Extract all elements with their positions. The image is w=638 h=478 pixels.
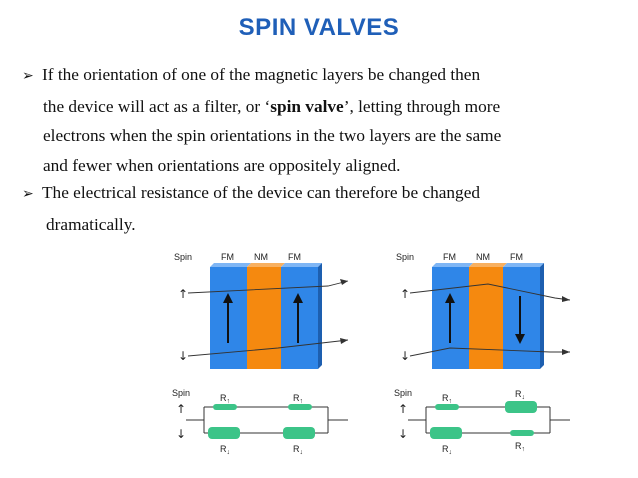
text-line-2: dramatically. [46, 214, 136, 234]
spin-up-arrow: ↑ [398, 402, 408, 416]
fm-layer-side [540, 263, 544, 369]
text-line: If the orientation of one of the magneti… [42, 65, 481, 84]
resistor-large [283, 427, 315, 439]
spin-valve-antiparallel-diagram: Spin FM NM FM ↑ ↓ [396, 252, 571, 369]
r-text: R [515, 389, 522, 399]
r-subscript: ↑ [522, 446, 526, 453]
resistor-label: R↑ [442, 393, 452, 405]
r-text: R [442, 444, 449, 454]
text-line-4: and fewer when orientations are opposite… [43, 155, 401, 175]
fm-layer-2 [503, 267, 540, 369]
resistor-label: R↑ [220, 393, 230, 405]
up-arrowhead [293, 293, 303, 303]
resistor-small [510, 430, 534, 436]
up-arrowhead [223, 293, 233, 303]
spin-down-arrow: ↓ [400, 349, 410, 363]
up-arrowhead [445, 293, 455, 303]
nm-label: NM [476, 252, 490, 262]
slide-title: SPIN VALVES [238, 14, 400, 41]
nm-layer [247, 267, 281, 369]
resistor-network-parallel: Spin ↑ ↓ R↑ R↑ R↓ R↓ [172, 388, 348, 456]
nm-label: NM [254, 252, 268, 262]
fm-layer-top [432, 263, 473, 267]
r-text: R [293, 393, 300, 403]
resistor-network-antiparallel: Spin ↑ ↓ R↑ R↓ R↓ R↑ [394, 388, 570, 456]
bullet-line: ➢ The electrical resistance of the device… [22, 178, 622, 210]
resistor-small [213, 404, 237, 410]
path-arrowhead [340, 338, 348, 344]
resistor-large [505, 401, 537, 413]
path-arrowhead [562, 296, 570, 302]
down-arrowhead [515, 334, 525, 344]
resistor-label: R↓ [442, 444, 452, 456]
spin-label: Spin [394, 388, 412, 398]
resistor-label: R↓ [515, 389, 525, 401]
path-arrowhead [562, 349, 570, 355]
resistor-large [430, 427, 462, 439]
spin-label: Spin [172, 388, 190, 398]
resistor-small [288, 404, 312, 410]
text-line: The electrical resistance of the device … [42, 183, 481, 202]
resistor-small [435, 404, 459, 410]
fm-layer-side [318, 263, 322, 369]
spin-up-arrow: ↑ [400, 287, 410, 301]
spin-valve-parallel-diagram: Spin FM NM FM ↑ ↓ [174, 252, 349, 369]
spin-label: Spin [396, 252, 414, 262]
spin-down-arrow: ↓ [178, 349, 188, 363]
nm-layer [469, 267, 503, 369]
resistor-label: R↓ [220, 444, 230, 456]
electron-path-down [187, 339, 349, 357]
fm-layer-top [281, 263, 322, 267]
spin-up-arrow: ↑ [178, 287, 188, 301]
r-subscript: ↑ [449, 398, 453, 405]
fm-layer-2 [281, 267, 318, 369]
spin-down-arrow: ↓ [398, 427, 408, 441]
fm-label-right: FM [510, 252, 523, 262]
path-arrowhead [340, 279, 348, 285]
nm-layer-top [469, 263, 507, 267]
spin-down-arrow: ↓ [176, 427, 186, 441]
electron-path-down [409, 347, 570, 357]
bullet-line: ➢ If the orientation of one of the magnet… [22, 60, 622, 92]
r-text: R [293, 444, 300, 454]
resistor-label: R↑ [515, 441, 525, 453]
resistor-large [208, 427, 240, 439]
bullet-arrow-icon: ➢ [22, 186, 34, 202]
fm-label-left: FM [221, 252, 234, 262]
text-segment: the device will act as a filter, or ‘ [43, 96, 271, 116]
text-segment: ’, letting through more [343, 96, 501, 116]
r-subscript: ↑ [300, 398, 304, 405]
spin-valve-term: spin valve [270, 96, 344, 116]
r-subscript: ↓ [300, 449, 304, 456]
bullet-paragraph-1: ➢ If the orientation of one of the magnet… [22, 60, 622, 180]
fm-label-left: FM [443, 252, 456, 262]
r-text: R [220, 444, 227, 454]
r-subscript: ↓ [522, 394, 526, 401]
text-line-3: electrons when the spin orientations in … [43, 126, 502, 145]
r-text: R [442, 393, 449, 403]
bullet-paragraph-2: ➢ The electrical resistance of the device… [22, 178, 622, 239]
r-subscript: ↓ [227, 449, 231, 456]
resistor-label: R↑ [293, 393, 303, 405]
nm-layer-top [247, 263, 285, 267]
fm-label-right: FM [288, 252, 301, 262]
spin-label: Spin [174, 252, 192, 262]
r-text: R [515, 441, 522, 451]
resistor-label: R↓ [293, 444, 303, 456]
spin-up-arrow: ↑ [176, 402, 186, 416]
fm-layer-top [503, 263, 544, 267]
r-subscript: ↑ [227, 398, 231, 405]
fm-layer-top [210, 263, 251, 267]
r-subscript: ↓ [449, 449, 453, 456]
r-text: R [220, 393, 227, 403]
bullet-arrow-icon: ➢ [22, 68, 34, 84]
text-line-2: the device will act as a filter, or ‘spi… [22, 92, 622, 122]
